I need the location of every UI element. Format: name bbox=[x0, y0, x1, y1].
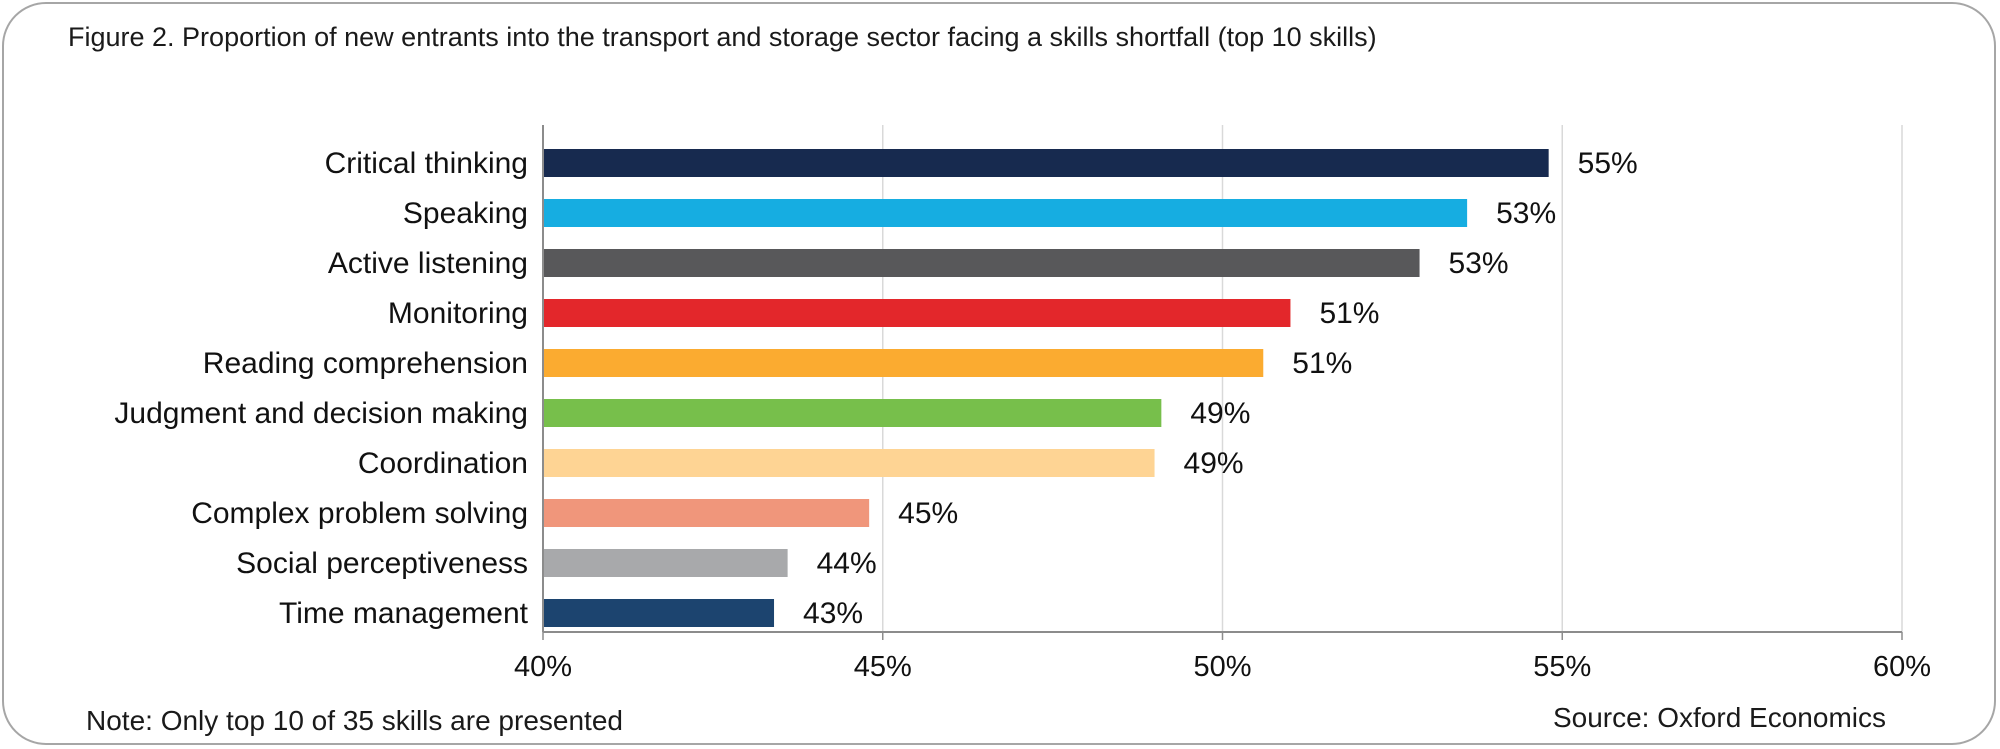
chart-title: Figure 2. Proportion of new entrants int… bbox=[68, 22, 1377, 52]
value-label: 53% bbox=[1496, 197, 1556, 230]
bar bbox=[543, 349, 1264, 377]
category-label: Time management bbox=[279, 597, 529, 630]
value-label: 51% bbox=[1292, 347, 1352, 380]
value-labels: 55% 53% 53% 51% 51% 49% 49% 45% 44% 43% bbox=[803, 147, 1638, 630]
value-label: 49% bbox=[1184, 447, 1244, 480]
x-tick-label: 50% bbox=[1193, 651, 1251, 683]
value-label: 55% bbox=[1578, 147, 1638, 180]
x-tick-label: 40% bbox=[514, 651, 572, 683]
value-label: 51% bbox=[1319, 297, 1379, 330]
bar bbox=[543, 499, 870, 527]
value-label: 49% bbox=[1190, 397, 1250, 430]
x-tick-label: 55% bbox=[1533, 651, 1591, 683]
value-label: 44% bbox=[817, 547, 877, 580]
category-labels: Critical thinking Speaking Active listenin… bbox=[114, 147, 528, 630]
category-label: Complex problem solving bbox=[191, 497, 528, 530]
axes bbox=[542, 125, 1902, 633]
category-label: Active listening bbox=[328, 247, 528, 280]
bar-chart: Critical thinking Speaking Active listenin… bbox=[114, 125, 1931, 683]
value-label: 53% bbox=[1449, 247, 1509, 280]
bar bbox=[543, 199, 1468, 227]
x-tick-label: 45% bbox=[854, 651, 912, 683]
category-label: Reading comprehension bbox=[203, 347, 528, 380]
category-label: Critical thinking bbox=[325, 147, 528, 180]
x-tick-labels: 40% 45% 50% 55% 60% bbox=[514, 651, 1931, 683]
value-label: 43% bbox=[803, 597, 863, 630]
bar bbox=[543, 449, 1155, 477]
category-label: Coordination bbox=[358, 447, 528, 480]
bar bbox=[543, 299, 1291, 327]
bar bbox=[543, 149, 1549, 177]
category-label: Social perceptiveness bbox=[236, 547, 528, 580]
chart-note: Note: Only top 10 of 35 skills are prese… bbox=[86, 705, 623, 736]
category-label: Judgment and decision making bbox=[114, 397, 528, 430]
chart-source: Source: Oxford Economics bbox=[1552, 702, 1886, 733]
bar bbox=[543, 399, 1162, 427]
category-label: Monitoring bbox=[388, 297, 528, 330]
bars bbox=[543, 149, 1549, 627]
value-label: 45% bbox=[898, 497, 958, 530]
bar bbox=[543, 249, 1420, 277]
bar bbox=[543, 549, 788, 577]
x-tick-label: 60% bbox=[1873, 651, 1931, 683]
bar bbox=[543, 599, 775, 627]
category-label: Speaking bbox=[403, 197, 528, 230]
